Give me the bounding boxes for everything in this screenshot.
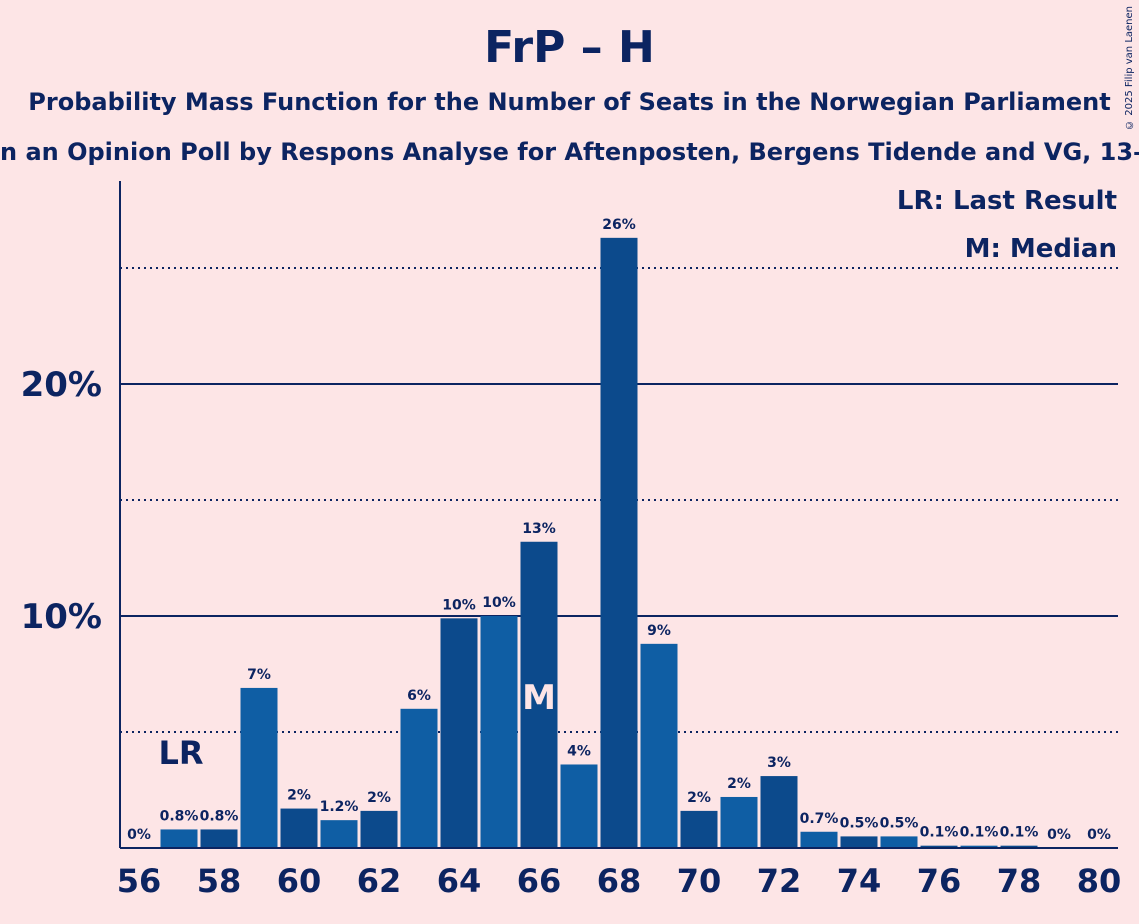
bar-value-label: 10% (482, 595, 516, 611)
axes (119, 181, 1118, 849)
x-tick-label: 74 (837, 862, 882, 900)
x-tick-label: 70 (677, 862, 722, 900)
chart-subtitle-source: n an Opinion Poll by Respons Analyse for… (0, 138, 1139, 166)
bar-value-label: 0.8% (160, 808, 199, 824)
bar-seat-69 (640, 643, 678, 848)
bar-seat-72 (760, 776, 798, 848)
bar-value-label: 2% (727, 776, 751, 792)
bar-seat-68 (600, 237, 638, 849)
bar-value-label: 1.2% (320, 799, 359, 815)
y-tick-label: 10% (21, 597, 102, 637)
bar-seat-74 (840, 836, 878, 848)
bar-value-labels: 0% 0.8% 0.8% 7% 2% 1.2% 2% 6% 10% 10% 13% 4% 26% 9% 2%… (127, 217, 1111, 843)
x-tick-label: 80 (1077, 862, 1122, 900)
bar-value-label: 3% (767, 755, 791, 771)
x-tick-label: 78 (997, 862, 1042, 900)
median-marker: M (522, 678, 556, 718)
bar-seat-61 (320, 820, 358, 848)
legend-last-result: LR: Last Result (897, 186, 1117, 216)
bar-value-label: 0% (1087, 827, 1111, 843)
legend: LR: Last Result M: Median (897, 186, 1117, 264)
bar-seat-58 (200, 829, 238, 848)
legend-median: M: Median (965, 234, 1117, 264)
bar-seat-73 (800, 831, 838, 848)
x-tick-label: 76 (917, 862, 962, 900)
bar-value-label: 4% (567, 743, 591, 759)
x-tick-label: 62 (357, 862, 402, 900)
bar-value-label: 2% (687, 790, 711, 806)
bar-value-label: 26% (602, 217, 636, 233)
bar-seat-67 (560, 764, 598, 848)
bar-value-label: 0.5% (840, 815, 879, 831)
bar-seat-60 (280, 808, 318, 848)
bar-value-label: 9% (647, 623, 671, 639)
bar-value-label: 0.5% (880, 815, 919, 831)
bar-seat-65 (480, 616, 518, 848)
bars (160, 237, 1038, 849)
bar-value-label: 0% (1047, 827, 1071, 843)
bar-value-label: 2% (287, 788, 311, 804)
x-tick-label: 68 (597, 862, 642, 900)
bar-seat-62 (360, 810, 398, 848)
bar-value-label: 0.1% (1000, 825, 1039, 841)
bar-seat-70 (680, 810, 718, 848)
last-result-marker: LR (158, 734, 203, 772)
bar-value-label: 0.1% (960, 825, 999, 841)
x-tick-label: 72 (757, 862, 802, 900)
bar-seat-57 (160, 829, 198, 848)
x-tick-label: 58 (197, 862, 242, 900)
bar-seat-75 (880, 836, 918, 848)
bar-value-label: 0.7% (800, 811, 839, 827)
y-tick-label: 20% (21, 365, 102, 405)
bar-value-label: 0.1% (920, 825, 959, 841)
x-tick-label: 60 (277, 862, 322, 900)
bar-seat-63 (400, 708, 438, 848)
bar-seat-59 (240, 687, 278, 848)
bar-seat-76 (920, 845, 958, 848)
bar-seat-77 (960, 845, 998, 848)
bar-value-label: 13% (522, 521, 556, 537)
chart-subtitle: Probability Mass Function for the Number… (28, 88, 1111, 116)
bar-value-label: 10% (442, 597, 476, 613)
x-tick-label: 64 (437, 862, 482, 900)
chart-title: FrP – H (484, 22, 655, 73)
bar-seat-66 (520, 541, 558, 848)
bar-value-label: 0.8% (200, 808, 239, 824)
bar-seat-71 (720, 796, 758, 848)
x-tick-label: 66 (517, 862, 562, 900)
bar-value-label: 0% (127, 827, 151, 843)
bar-seat-78 (1000, 845, 1038, 848)
tick-labels: 56 58 60 62 64 66 68 70 72 74 76 78 80 10% 20% (21, 365, 1122, 900)
bar-seat-64 (440, 618, 478, 848)
bar-value-label: 7% (247, 667, 271, 683)
bar-value-label: 2% (367, 790, 391, 806)
x-tick-label: 56 (117, 862, 162, 900)
bar-value-label: 6% (407, 688, 431, 704)
